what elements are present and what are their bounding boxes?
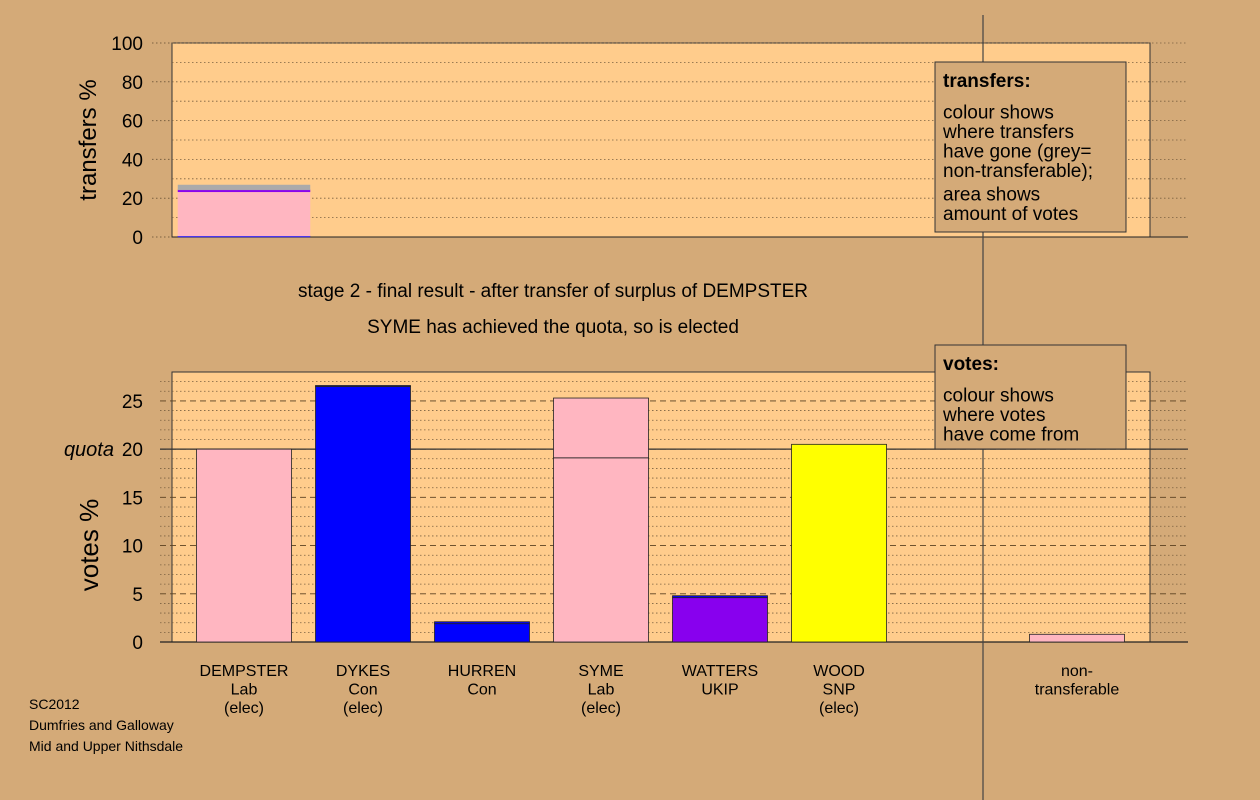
footer-line: Dumfries and Galloway bbox=[29, 717, 174, 733]
vote-segment bbox=[1029, 633, 1125, 643]
note-line: have come from bbox=[943, 425, 1079, 446]
y-tick-label: 60 bbox=[122, 112, 143, 133]
x-tick-line: Lab bbox=[588, 682, 615, 699]
vote-segment bbox=[672, 595, 768, 599]
x-tick-line: Con bbox=[467, 682, 496, 699]
y-axis-label: votes % bbox=[74, 499, 104, 592]
x-tick-line: WOOD bbox=[813, 663, 865, 680]
x-tick-line: Con bbox=[348, 682, 377, 699]
chart-title: stage 2 - final result - after transfer … bbox=[298, 281, 808, 302]
y-tick-label: 0 bbox=[132, 633, 143, 654]
x-tick-line: (elec) bbox=[819, 700, 859, 717]
note-line: where transfers bbox=[942, 122, 1074, 143]
y-tick-label: 0 bbox=[132, 228, 143, 249]
transfer-segment bbox=[177, 189, 311, 193]
note-heading: transfers: bbox=[943, 71, 1031, 92]
x-tick-line: Lab bbox=[231, 682, 258, 699]
note-line: area shows bbox=[943, 185, 1040, 206]
vote-segment bbox=[791, 443, 887, 643]
x-tick-line: DYKES bbox=[336, 663, 390, 680]
y-tick-label: 15 bbox=[122, 488, 143, 509]
chart-subtitle: SYME has achieved the quota, so is elect… bbox=[367, 317, 739, 338]
note-line: where votes bbox=[942, 405, 1045, 426]
x-tick-label: DYKES Con (elec) bbox=[336, 663, 390, 717]
note-box bbox=[934, 61, 1127, 233]
x-tick-line: non- bbox=[1061, 663, 1093, 680]
vote-segment bbox=[434, 621, 530, 625]
x-tick-line: (elec) bbox=[581, 700, 621, 717]
x-tick-line: (elec) bbox=[343, 700, 383, 717]
x-tick-line: HURREN bbox=[448, 663, 516, 680]
x-tick-line: SYME bbox=[578, 663, 623, 680]
x-tick-label: non-transferable bbox=[1035, 663, 1120, 699]
y-tick-label: 20 bbox=[122, 440, 143, 461]
x-tick-line: SNP bbox=[823, 682, 856, 699]
x-tick-line: UKIP bbox=[701, 682, 738, 699]
vote-segment bbox=[553, 457, 649, 643]
note-line: amount of votes bbox=[943, 204, 1078, 225]
x-tick-label: DEMPSTER Lab (elec) bbox=[200, 663, 289, 717]
x-tick-line: (elec) bbox=[224, 700, 264, 717]
y-tick-label: 20 bbox=[122, 189, 143, 210]
y-tick-label: 80 bbox=[122, 73, 143, 94]
y-tick-label: 25 bbox=[122, 392, 143, 413]
x-tick-label: WOOD SNP (elec) bbox=[813, 663, 865, 717]
y-tick-label: 10 bbox=[122, 537, 143, 558]
vote-segment bbox=[672, 597, 768, 643]
x-tick-line: transferable bbox=[1035, 682, 1120, 699]
y-axis-label: transfers % bbox=[75, 79, 102, 200]
vote-segment bbox=[196, 448, 292, 643]
footer-line: Mid and Upper Nithsdale bbox=[29, 738, 183, 754]
vote-segment bbox=[315, 386, 411, 643]
y-tick-label: 5 bbox=[132, 585, 143, 606]
note-heading: votes: bbox=[943, 354, 999, 375]
x-tick-label: WATTERS UKIP bbox=[682, 663, 758, 699]
vote-segment bbox=[434, 623, 530, 643]
vote-segment bbox=[315, 385, 411, 387]
x-tick-line: DEMPSTER bbox=[200, 663, 289, 680]
y-tick-label: 40 bbox=[122, 150, 143, 171]
note-line: colour shows bbox=[943, 103, 1054, 124]
note-box bbox=[934, 344, 1127, 450]
note-line: non-transferable); bbox=[943, 161, 1093, 182]
note-line: have gone (grey= bbox=[943, 142, 1091, 163]
vote-segment bbox=[553, 397, 649, 459]
transfer-segment bbox=[177, 191, 311, 237]
x-tick-line: WATTERS bbox=[682, 663, 758, 680]
x-tick-label: HURREN Con bbox=[448, 663, 516, 699]
quota-label: quota bbox=[64, 439, 114, 461]
x-tick-label: SYME Lab (elec) bbox=[578, 663, 623, 717]
transfer-segment bbox=[177, 184, 311, 191]
note-line: colour shows bbox=[943, 386, 1054, 407]
footer-line: SC2012 bbox=[29, 696, 80, 712]
y-tick-label: 100 bbox=[111, 34, 143, 55]
